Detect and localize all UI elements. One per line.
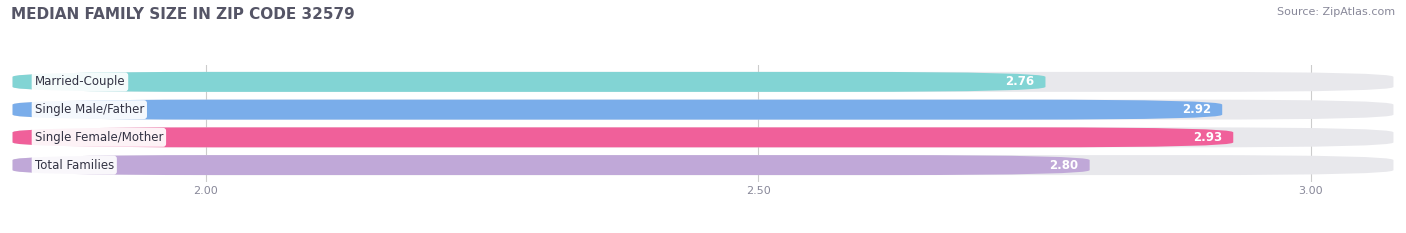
Text: Single Male/Father: Single Male/Father <box>35 103 143 116</box>
FancyBboxPatch shape <box>13 72 1393 92</box>
Text: Source: ZipAtlas.com: Source: ZipAtlas.com <box>1277 7 1395 17</box>
Text: 2.80: 2.80 <box>1049 159 1078 171</box>
Text: 2.76: 2.76 <box>1005 75 1035 88</box>
Text: Married-Couple: Married-Couple <box>35 75 125 88</box>
Text: Total Families: Total Families <box>35 159 114 171</box>
FancyBboxPatch shape <box>13 155 1393 175</box>
FancyBboxPatch shape <box>13 72 1046 92</box>
FancyBboxPatch shape <box>13 100 1393 120</box>
FancyBboxPatch shape <box>13 127 1233 147</box>
Text: Single Female/Mother: Single Female/Mother <box>35 131 163 144</box>
FancyBboxPatch shape <box>13 155 1090 175</box>
FancyBboxPatch shape <box>13 100 1222 120</box>
Text: 2.92: 2.92 <box>1182 103 1211 116</box>
FancyBboxPatch shape <box>13 127 1393 147</box>
Text: 2.93: 2.93 <box>1194 131 1222 144</box>
Text: MEDIAN FAMILY SIZE IN ZIP CODE 32579: MEDIAN FAMILY SIZE IN ZIP CODE 32579 <box>11 7 354 22</box>
